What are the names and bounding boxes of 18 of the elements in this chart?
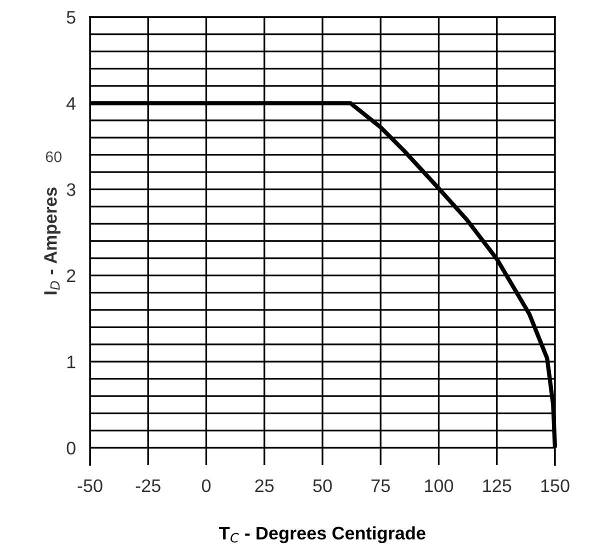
x-tick-label: 0: [202, 479, 211, 492]
x-tick-label: 25: [255, 479, 274, 492]
y-tick-label: 3: [66, 183, 76, 196]
x-tick-label: 100: [425, 479, 454, 492]
y-axis-title: I$_{D}$ - Amperes: [44, 187, 60, 294]
y-tick-label: 0: [66, 442, 76, 454]
y-tick-label: 4: [66, 97, 76, 110]
x-tick-label: 75: [372, 480, 390, 492]
y-tick-label: 1: [67, 356, 76, 368]
x-tick-label: -25: [136, 479, 160, 492]
text: 60: [46, 151, 62, 162]
x-tick-label: 125: [483, 479, 512, 492]
x-tick-label: 50: [313, 479, 332, 492]
y-tick-label: 5: [66, 11, 76, 24]
x-tick-label: 150: [541, 479, 570, 492]
y-tick-label: 2: [66, 269, 76, 282]
x-axis-title: T$_{C}$ - Degrees Centigrade: [219, 526, 426, 544]
x-tick-label: -50: [78, 479, 102, 492]
